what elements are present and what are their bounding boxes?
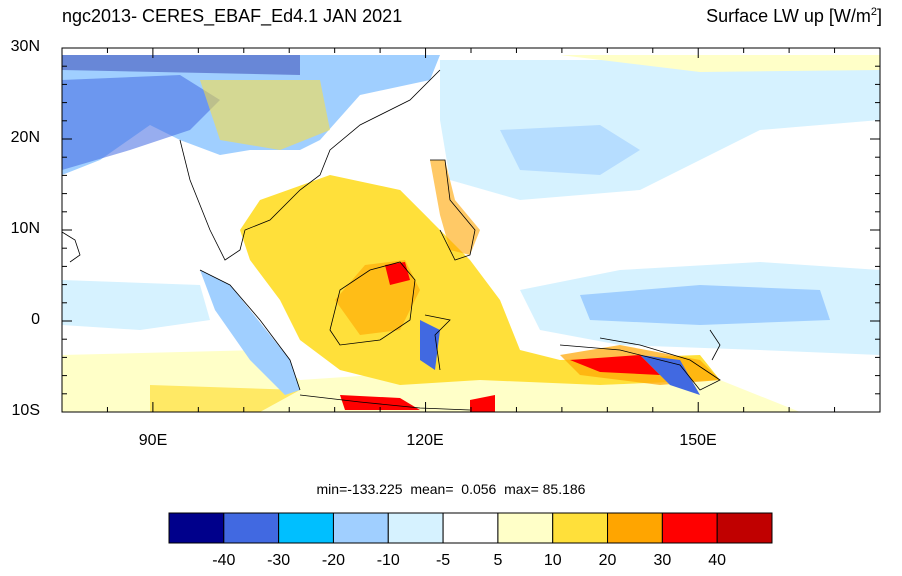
lon-label-90e: 90E xyxy=(138,432,168,449)
indochina-mixed-region xyxy=(200,80,330,150)
java-coast xyxy=(299,394,471,411)
colorbar-tick-label: 5 xyxy=(493,552,503,569)
southern-warm-patch xyxy=(150,385,300,412)
south-china-sea-positive-region xyxy=(310,190,430,280)
philippines-coast xyxy=(430,159,476,261)
max-label: max= xyxy=(504,481,539,497)
new-guinea-coast xyxy=(559,337,721,391)
new-guinea-negative-region xyxy=(640,355,700,395)
colorbar-swatch xyxy=(552,512,609,544)
colorbar-swatch xyxy=(442,512,499,544)
colorbar xyxy=(168,512,773,544)
colorbar-swatch xyxy=(223,512,280,544)
colorbar-tick-label: -30 xyxy=(267,552,291,569)
map-frame xyxy=(61,47,881,413)
lat-label-0: 0 xyxy=(31,311,40,328)
new-britain-coast xyxy=(709,329,721,361)
india-strong-negative-region xyxy=(62,75,220,170)
colorbar-swatch xyxy=(716,512,773,544)
sumatra-coast xyxy=(199,269,301,391)
equatorial-pacific-strong-negative-band xyxy=(580,285,830,325)
colorbar-swatch xyxy=(168,512,225,544)
variable-name: Surface LW up [W/m xyxy=(706,6,871,26)
lat-label-10s: 10S xyxy=(11,402,40,419)
mainland-coast xyxy=(179,69,441,261)
colorbar-tick-label: 30 xyxy=(653,552,672,569)
map-title: ngc2013- CERES_EBAF_Ed4.1 JAN 2021 xyxy=(62,6,403,26)
sri-lanka-coast xyxy=(61,231,81,263)
sulawesi-coast xyxy=(424,314,451,371)
north-ocean-strong-negative-region xyxy=(500,125,640,175)
north-edge-positive-strip xyxy=(560,55,880,72)
colorbar-swatch xyxy=(497,512,554,544)
colorbar-swatch xyxy=(661,512,718,544)
sumatra-negative-coast xyxy=(200,270,300,395)
statistics-line: min=-133.225 mean= 0.056 max= 85.186 xyxy=(0,481,902,497)
min-value: -133.225 xyxy=(347,481,403,497)
lat-label-30n: 30N xyxy=(10,38,40,55)
colorbar-swatch xyxy=(387,512,444,544)
sulawesi-negative-region xyxy=(420,320,440,370)
new-guinea-hot-spot xyxy=(570,355,660,375)
colorbar-tick-label: 10 xyxy=(543,552,562,569)
philippines-warm-region xyxy=(430,160,480,255)
himalaya-negative-strip xyxy=(62,55,300,75)
timor-hot-spot xyxy=(470,395,495,412)
variable-title: Surface LW up [W/m2] xyxy=(706,6,882,27)
min-label: min= xyxy=(316,481,348,497)
lon-label-120e: 120E xyxy=(406,432,444,449)
colorbar-tick-label: -10 xyxy=(376,552,400,569)
colorbar-tick-label: 20 xyxy=(598,552,617,569)
map-field xyxy=(61,48,880,412)
indian-ocean-negative-region xyxy=(62,280,210,330)
max-value: 85.186 xyxy=(542,481,586,497)
borneo-hot-spot xyxy=(385,262,410,285)
colorbar-tick-label: 40 xyxy=(708,552,727,569)
colorbar-tick-label: -40 xyxy=(212,552,236,569)
unit-exponent: 2 xyxy=(870,6,877,18)
unit-bracket: ] xyxy=(876,6,882,26)
lat-label-10n: 10N xyxy=(10,220,40,237)
lat-label-20n: 20N xyxy=(10,129,40,146)
axis-ticks xyxy=(61,47,881,413)
colorbar-swatch xyxy=(332,512,389,544)
colorbar-swatch xyxy=(278,512,334,544)
coastlines xyxy=(61,69,721,411)
mean-label: mean= xyxy=(410,481,454,497)
colorbar-swatch xyxy=(607,512,663,544)
mean-value: 0.056 xyxy=(461,481,497,497)
colorbar-tick-label: -20 xyxy=(321,552,346,569)
colorbar-tick-label: -5 xyxy=(435,552,451,569)
lon-label-150e: 150E xyxy=(679,432,717,449)
borneo-coast xyxy=(329,261,416,346)
